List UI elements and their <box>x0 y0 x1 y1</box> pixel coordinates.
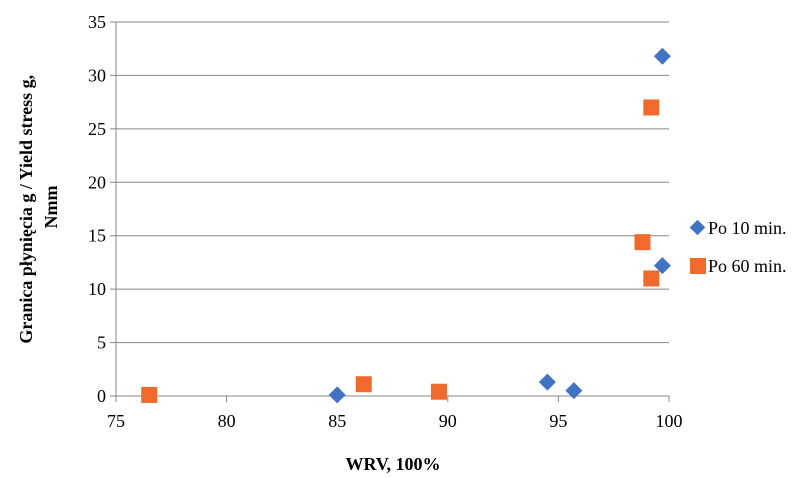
x-axis-ticks: 75 80 85 90 95 100 <box>107 396 683 431</box>
legend-label-po-60: Po 60 min. <box>708 256 787 276</box>
data-point-po-60-square <box>355 376 372 393</box>
data-point-po-60-square <box>430 383 447 400</box>
y-tick-label: 10 <box>88 279 106 299</box>
x-tick-label: 100 <box>656 411 683 431</box>
y-tick-label: 30 <box>88 65 106 85</box>
y-axis-ticks: 0 5 10 15 20 25 30 35 <box>88 12 116 406</box>
y-tick-label: 20 <box>88 172 106 192</box>
data-point-po-10-diamond <box>565 382 583 400</box>
data-points <box>141 47 671 404</box>
x-tick-label: 85 <box>328 411 346 431</box>
y-axis-title: Granica płynięcia g / Yield stress g, Nm… <box>16 70 61 343</box>
x-axis-title: WRV, 100% <box>345 454 440 474</box>
legend-marker-square <box>690 258 706 274</box>
axes <box>115 22 669 397</box>
data-point-po-10-diamond <box>653 47 671 65</box>
x-tick-label: 90 <box>439 411 457 431</box>
x-tick-label: 80 <box>218 411 236 431</box>
y-tick-label: 35 <box>88 12 106 32</box>
y-tick-label: 25 <box>88 119 106 139</box>
legend: Po 10 min. Po 60 min. <box>689 218 787 276</box>
data-point-po-60-square <box>141 386 158 403</box>
legend-label-po-10: Po 10 min. <box>708 218 787 238</box>
y-tick-label: 0 <box>97 386 106 406</box>
data-point-po-10-diamond <box>328 386 346 404</box>
data-point-po-10-diamond <box>538 373 556 391</box>
y-axis-title-line-2: Nmm <box>41 186 61 229</box>
legend-item-po-60: Po 60 min. <box>690 256 787 276</box>
legend-marker-diamond <box>689 219 706 236</box>
y-axis-title-line-1: Granica płynięcia g / Yield stress g, <box>16 75 36 344</box>
x-tick-label: 75 <box>107 411 125 431</box>
data-point-po-10-diamond <box>653 257 671 275</box>
data-point-po-60-square <box>643 270 660 287</box>
x-tick-label: 95 <box>549 411 567 431</box>
legend-item-po-10: Po 10 min. <box>689 218 787 238</box>
y-tick-label: 5 <box>97 333 106 353</box>
gridlines <box>116 21 669 344</box>
data-point-po-60-square <box>634 234 651 251</box>
y-tick-label: 15 <box>88 226 106 246</box>
data-point-po-60-square <box>643 99 660 116</box>
